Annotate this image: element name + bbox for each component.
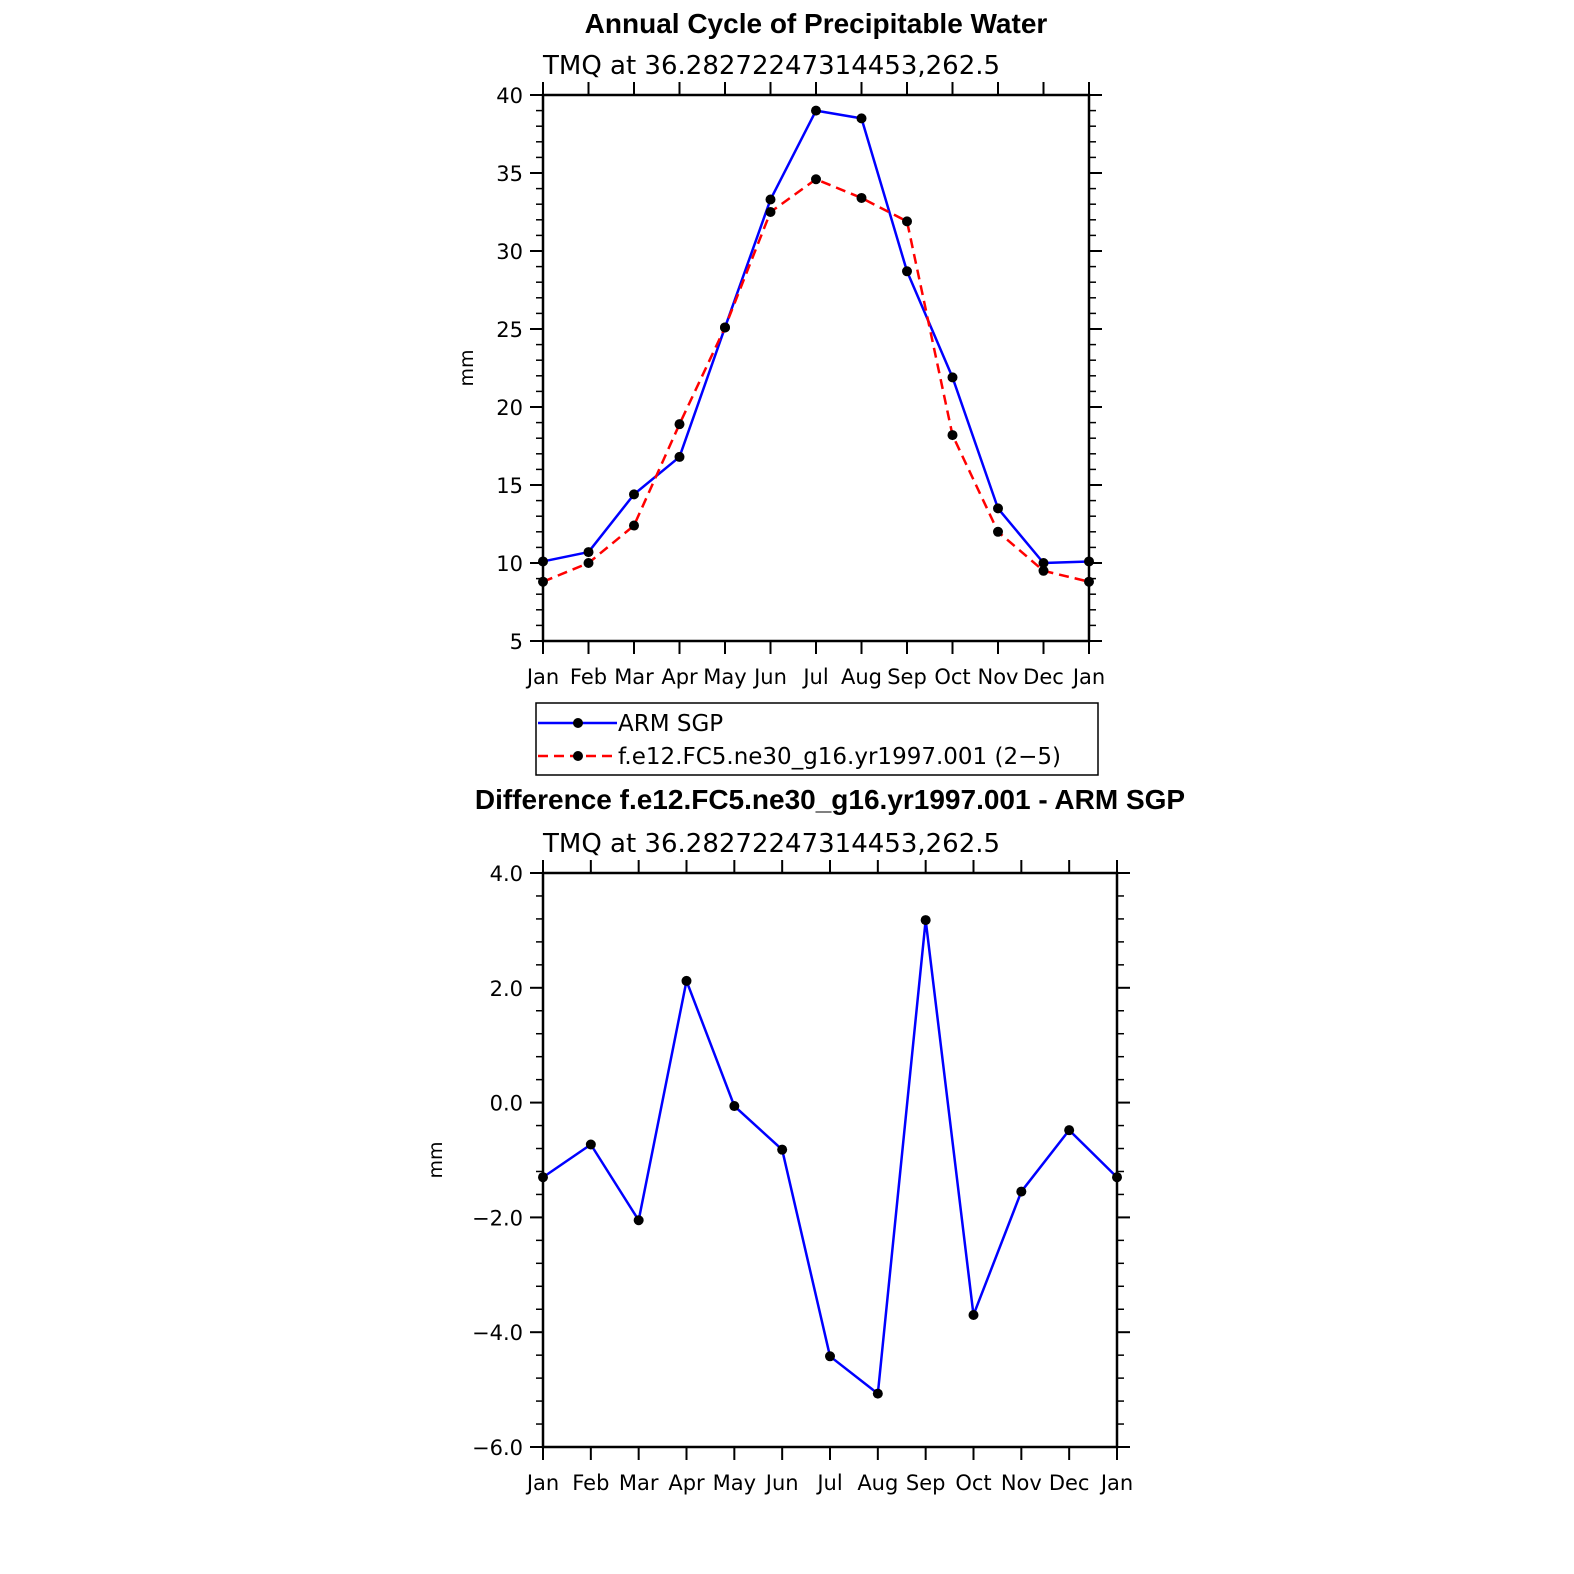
chart1-x-tick-label: May [703,665,746,689]
chart1-series-1-point [947,372,958,383]
chart2-series-1-point [825,1351,835,1362]
chart1-series-2-point [538,576,548,587]
chart2-series-1-point [1016,1186,1027,1197]
chart1-y-tick-label: 20 [496,396,523,420]
chart2-x-tick-label: Jan [1099,1471,1133,1495]
chart1-x-tick-label: Feb [570,665,607,689]
chart2-x-tick-label: Nov [1001,1471,1042,1495]
chart1-series-1-point [902,266,912,277]
chart1-x-tick-label: Jun [752,665,787,689]
chart2-x-tick-label: May [713,1471,756,1495]
chart2-series-1-point [920,915,931,926]
chart2-x-tick-label: Jul [815,1471,842,1495]
chart1-y-tick-label: 10 [496,552,523,576]
chart2-y-axis-label: mm [425,1141,447,1178]
chart1-series-1-point [1038,558,1049,568]
chart2-series-1-line [542,918,1118,1395]
legend-label-series-2: f.e12.FC5.ne30_g16.yr1997.001 (2−5) [618,744,1061,770]
chart2-x-tick-label: Aug [857,1471,898,1495]
chart2-series-1-point [872,1388,883,1399]
chart1-x-tick-label: Aug [841,665,882,689]
legend-label-series-1: ARM SGP [618,711,723,737]
chart1-x-tick-label: Mar [614,665,654,689]
chart2-y-tick-label: −6.0 [472,1436,523,1460]
chart1-subtitle: TMQ at 36.28272247314453,262.5 [542,51,1000,81]
chart2-series-1-point [681,975,692,986]
chart2-x-tick-label: Jan [525,1471,559,1495]
chart2-y-tick-label: −2.0 [472,1206,523,1230]
chart1-series-2-point [947,430,958,441]
chart1-series-2-point [856,192,867,203]
chart1-y-tick-label: 40 [496,84,523,108]
chart2-subtitle: TMQ at 36.28272247314453,262.5 [542,829,1000,859]
chart2-x-tick-label: Sep [906,1471,946,1495]
chart1-series-2-point [629,520,639,531]
chart2-x-tick-label: Feb [572,1471,609,1495]
chart1-y-tick-label: 25 [496,318,523,342]
chart1-series-2-point [765,207,776,217]
chart2-x-tick-label: Mar [619,1471,659,1495]
chart1-series-2-point [583,558,594,568]
chart2-x-tick-label: Jun [764,1471,799,1495]
chart2-x-tick-label: Dec [1049,1471,1090,1495]
chart2-series-1-point [729,1101,740,1112]
chart2-series-1-point [538,1172,548,1183]
legend-marker-series-1 [573,718,583,728]
chart2-series-1-point [777,1144,788,1155]
chart1-series-2-point [902,216,912,227]
chart1-legend: ARM SGP f.e12.FC5.ne30_g16.yr1997.001 (2… [535,702,1099,776]
chart1-x-tick-label: Oct [934,665,970,689]
chart2-series-1-point [1112,1172,1122,1183]
chart2-plot-area: −6.0 −4.0 −2.0 0.0 2.0 4.0 Jan Feb Mar Apr May Jun J… [472,860,1133,1495]
chart2-series-1-point [968,1309,979,1320]
chart1-x-tick-label: Jan [525,665,559,689]
chart2-series-1-point [1064,1125,1075,1136]
chart1-series-1-point [583,547,594,558]
chart1-series-2-point [720,322,730,333]
chart2-y-tick-label: −4.0 [472,1321,523,1345]
chart1-x-tick-label: Apr [661,665,698,689]
chart2-series-1-point [633,1215,644,1226]
chart1-y-tick-label: 35 [496,162,523,186]
chart1-x-tick-label: Nov [978,665,1019,689]
chart1-series-1-point [856,113,867,124]
chart1-x-tick-label: Sep [887,665,927,689]
chart1-y-tick-label: 5 [510,630,523,654]
chart2-y-tick-label: 4.0 [490,862,523,886]
chart2-x-tick-label: Oct [955,1471,991,1495]
chart2-y-tick-label: 2.0 [490,977,523,1001]
chart1-x-tick-label: Jul [801,665,828,689]
legend-marker-series-2 [573,751,583,761]
chart2-title: Difference f.e12.FC5.ne30_g16.yr1997.001… [475,784,1185,815]
chart1-plot-area: 5 10 15 20 25 30 35 40 Jan Feb Mar Apr May Jun Jul Aug S… [496,82,1105,689]
chart1-series-1-point [629,489,639,500]
chart1-series-1-point [811,105,821,116]
legend-box [535,702,1099,776]
chart1-series-2-point [993,526,1003,537]
chart1-x-tick-label: Jan [1071,665,1105,689]
chart1-series-1-point [765,194,776,205]
chart1-y-tick-label: 15 [496,474,523,498]
chart1-series-1-point [674,451,685,462]
chart1-series-1-point [1084,556,1094,567]
chart1-series-2-point [811,174,821,185]
chart1-y-tick-label: 30 [496,240,523,264]
chart1-series-2-point [1038,565,1049,576]
chart1-y-axis-label: mm [456,349,478,386]
chart1-series-2-line [542,177,1090,583]
chart1-series-1-point [993,503,1003,514]
chart1-title: Annual Cycle of Precipitable Water [585,8,1048,39]
chart1-x-tick-label: Dec [1023,665,1064,689]
chart2-y-tick-label: 0.0 [490,1092,523,1116]
chart1-series-2-point [674,419,685,430]
chart2-x-tick-label: Apr [668,1471,705,1495]
chart2-series-1-point [585,1139,596,1150]
chart1-series-1-point [538,556,548,567]
chart1-series-2-point [1084,576,1094,587]
